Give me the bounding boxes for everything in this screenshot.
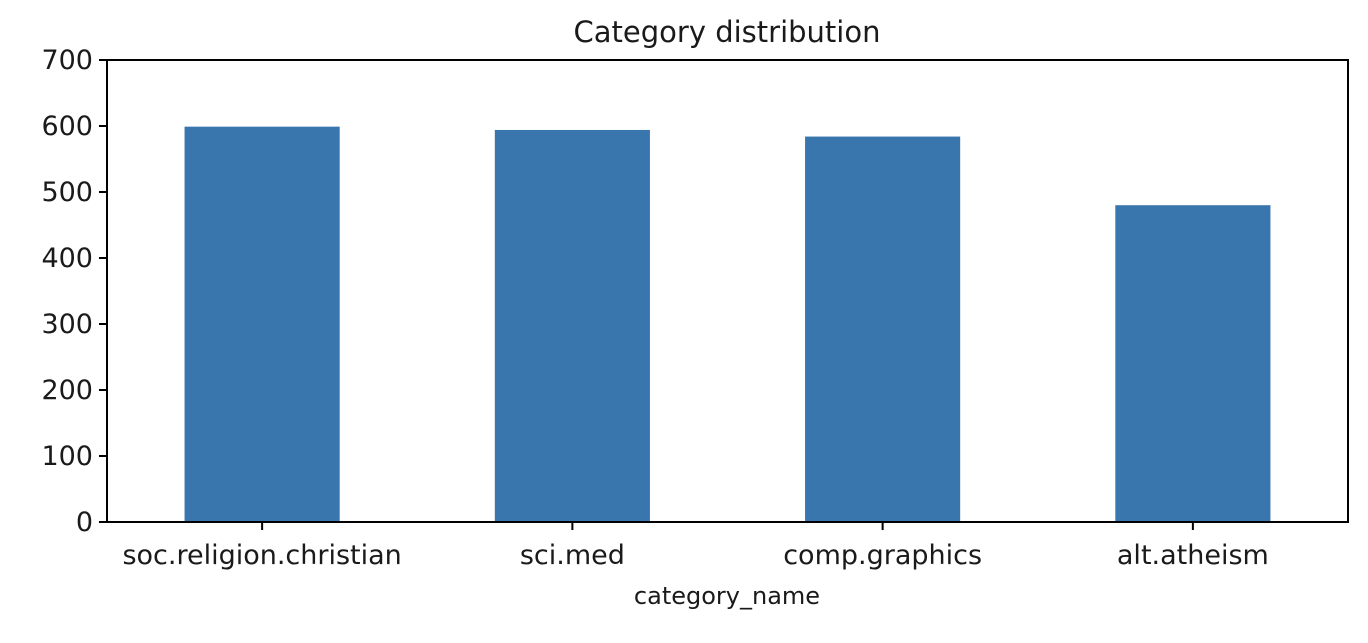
y-tick-label: 700 bbox=[41, 45, 93, 76]
x-axis-ticks: soc.religion.christian sci.med comp.graphi… bbox=[122, 522, 1269, 571]
y-tick-label: 100 bbox=[41, 441, 93, 472]
y-tick-label: 200 bbox=[41, 375, 93, 406]
y-tick-label: 400 bbox=[41, 243, 93, 274]
x-tick-label: sci.med bbox=[520, 540, 625, 571]
x-tick-label: comp.graphics bbox=[783, 540, 982, 571]
chart-title: Category distribution bbox=[574, 15, 881, 49]
y-axis-ticks: 0 100 200 300 400 500 600 700 bbox=[41, 45, 107, 538]
x-tick-label: soc.religion.christian bbox=[122, 540, 401, 571]
x-tick-label: alt.atheism bbox=[1117, 540, 1269, 571]
y-tick-label: 0 bbox=[76, 507, 93, 538]
x-axis-title: category_name bbox=[634, 582, 820, 610]
plot-frame bbox=[106, 59, 1349, 523]
y-tick-label: 500 bbox=[41, 177, 93, 208]
bar-soc-religion-christian bbox=[184, 126, 340, 522]
bar-comp-graphics bbox=[805, 136, 961, 522]
bar-sci-med bbox=[494, 129, 650, 522]
bars-group bbox=[184, 126, 1271, 522]
y-tick-label: 600 bbox=[41, 111, 93, 142]
y-tick-label: 300 bbox=[41, 309, 93, 340]
bar-alt-atheism bbox=[1115, 205, 1271, 522]
